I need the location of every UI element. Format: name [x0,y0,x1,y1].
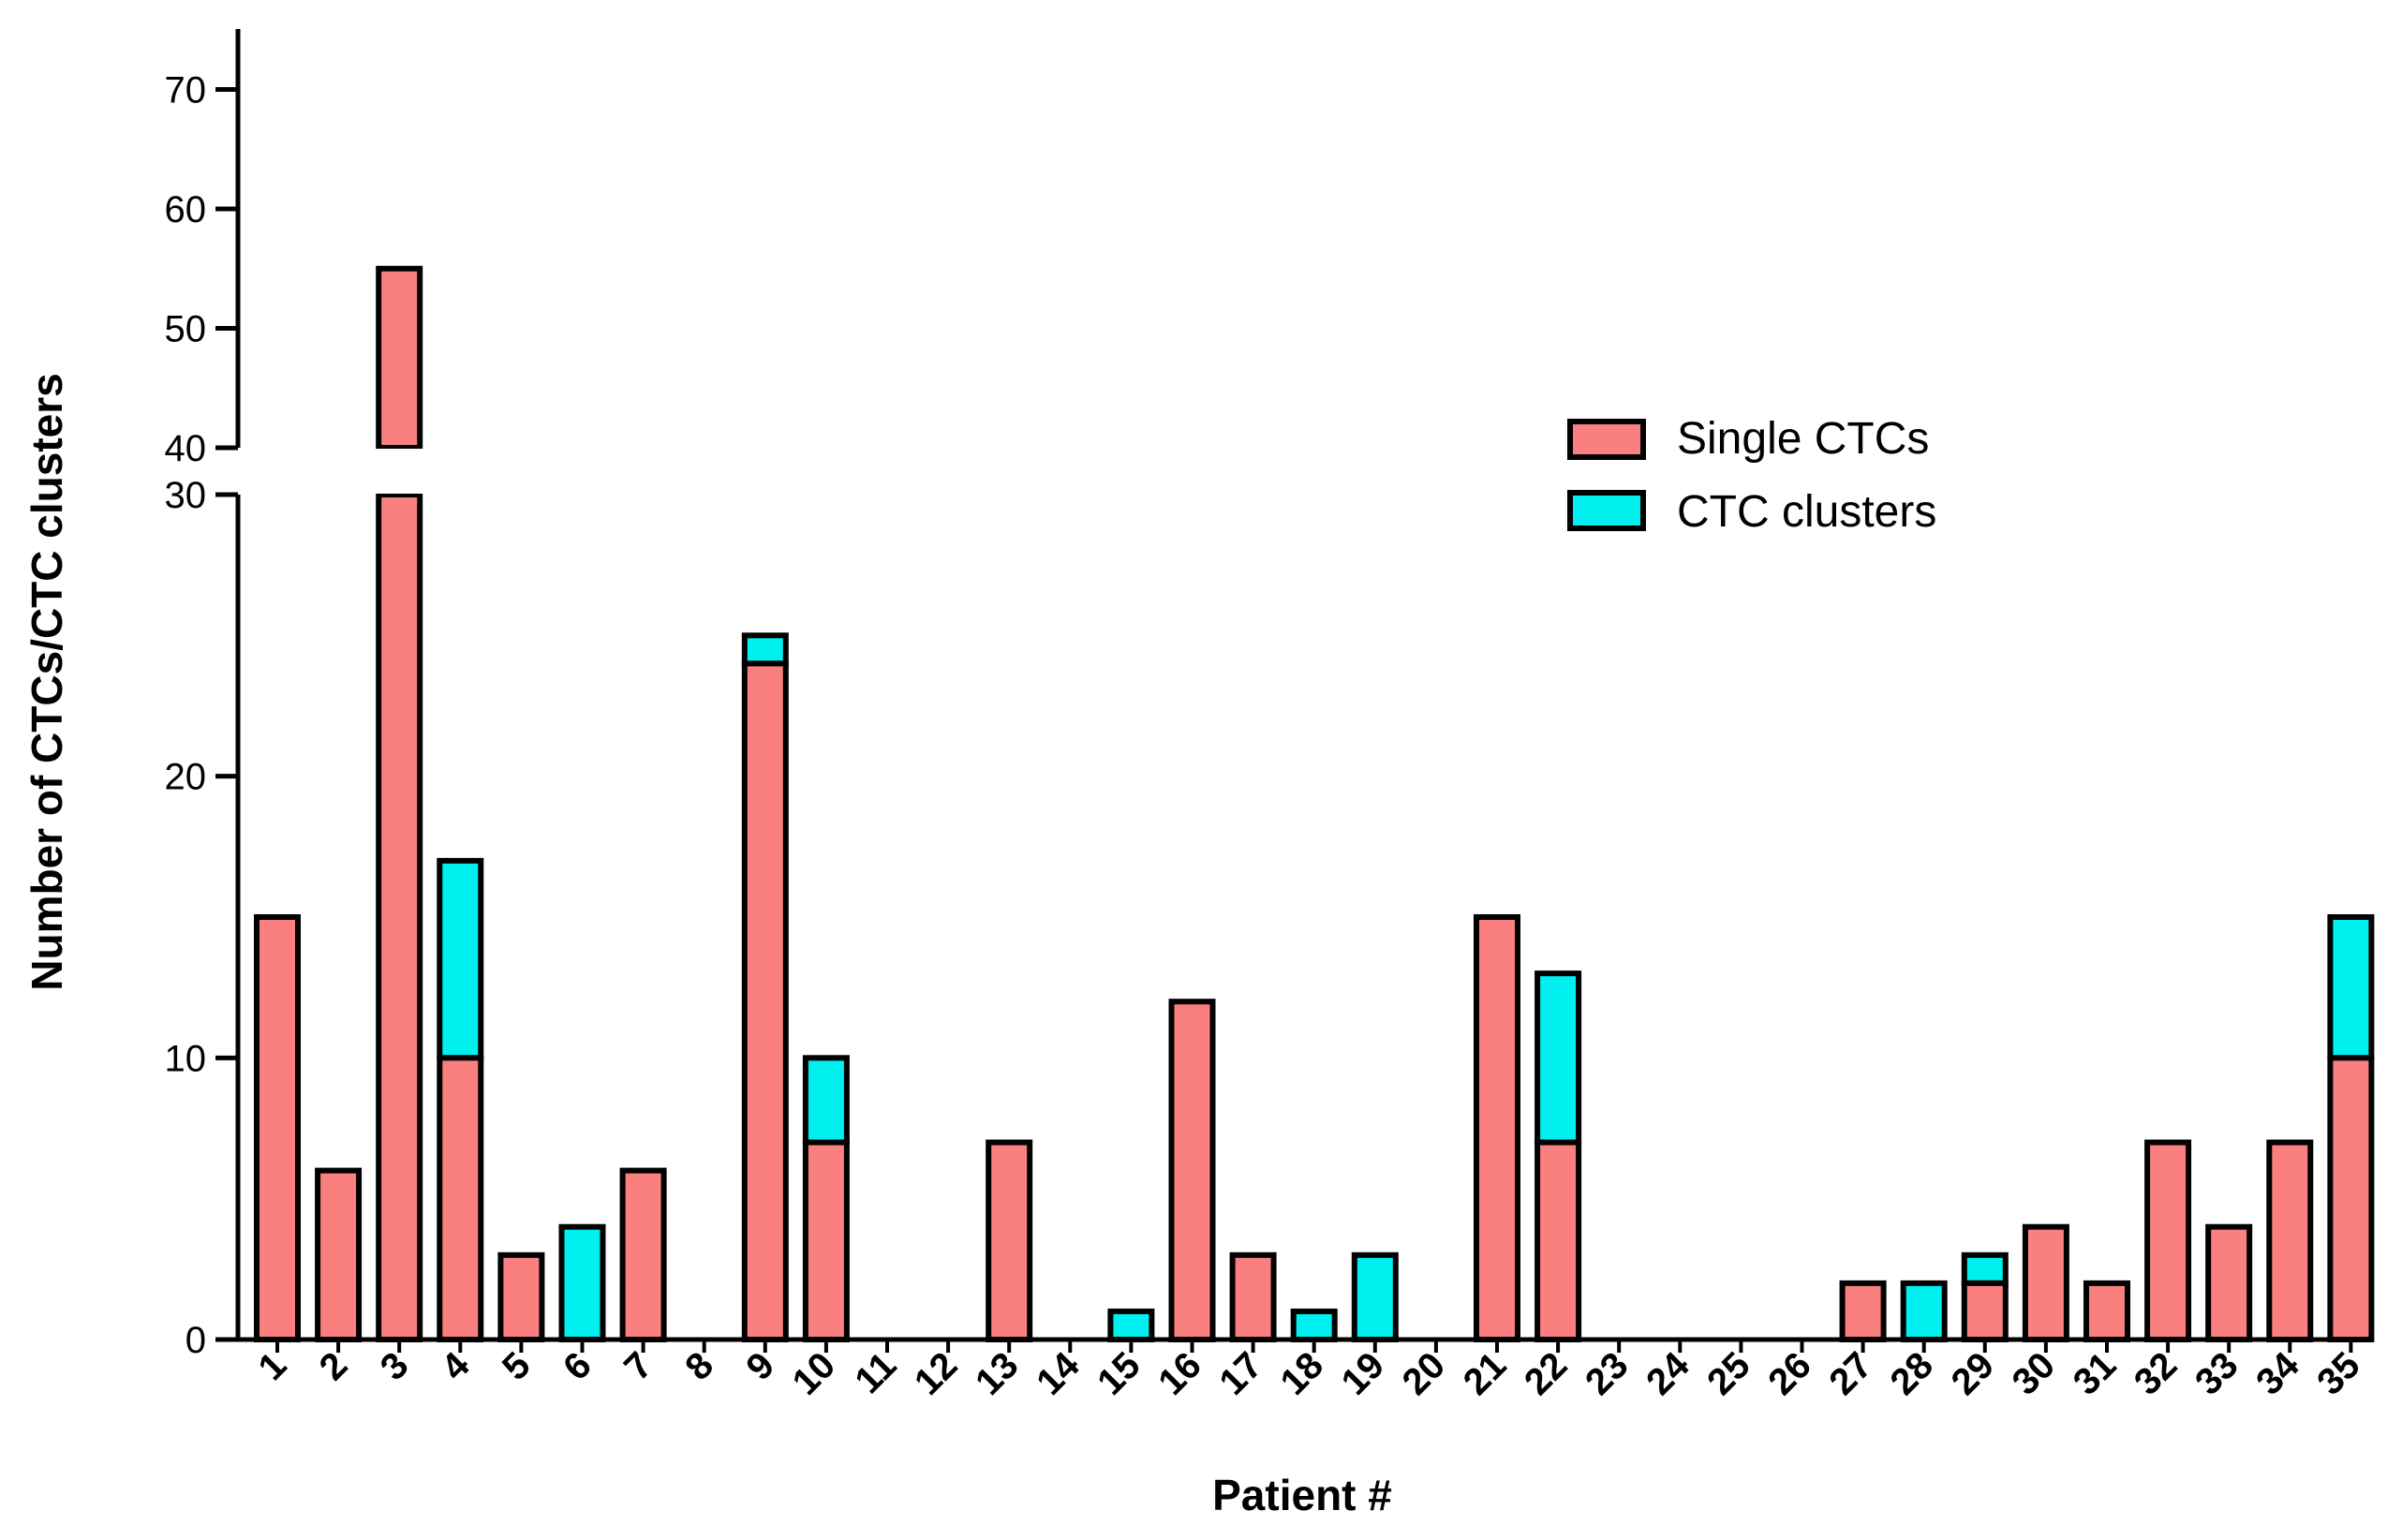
x-tick-label: 35 [2309,1344,2368,1403]
x-tick-label: 16 [1150,1344,1209,1403]
bar-single-patient-22 [1534,1139,1582,1342]
bar-single-patient-17 [1229,1251,1277,1343]
axes-layer [235,29,2370,1342]
bar-clusters-patient-15 [1107,1308,1155,1343]
y-tick-label: 70 [165,70,207,111]
legend-swatch-ctc-clusters [1567,490,1646,531]
x-tick-label: 10 [785,1344,844,1403]
x-tick-label: 13 [968,1344,1027,1403]
x-axis-title: Patient # [1212,1471,1392,1519]
x-tick-label: 1 [251,1344,295,1388]
y-tick-label: 30 [165,475,207,516]
bar-clusters-patient-35 [2327,914,2375,1061]
bar-single-patient-10 [802,1139,850,1342]
bar-single-patient-9 [741,660,789,1342]
bars-layer [254,265,2375,1343]
x-tick-label: 23 [1578,1344,1637,1403]
x-tick-label: 20 [1395,1344,1454,1403]
bar-single-patient-34 [2266,1139,2314,1342]
x-tick-label: 33 [2187,1344,2246,1403]
x-tick-label: 28 [1882,1344,1941,1403]
y-tick-label: 10 [165,1038,207,1079]
bar-single-patient-7 [619,1167,667,1342]
x-tick-label: 5 [495,1344,539,1388]
bar-single-patient-29 [1961,1280,2009,1343]
x-tick-label: 31 [2066,1344,2125,1403]
bar-single-patient-3-lower [376,492,423,1342]
bar-clusters-patient-19 [1351,1251,1399,1343]
x-tick-label: 9 [738,1344,782,1388]
bar-clusters-patient-4 [437,857,484,1061]
legend-swatch-single-ctcs [1567,419,1646,460]
bar-single-patient-3-upper [376,265,423,451]
x-tick-label: 3 [373,1344,417,1388]
x-tick-label: 18 [1272,1344,1331,1403]
bar-single-patient-16 [1168,999,1216,1342]
ticks-layer: 1 2 3 4 5 6 7 8 9 10 11 12 13 14 15 16 17 18 19 20 21 22 23 24 2… [165,70,2368,1403]
x-tick-label: 17 [1211,1344,1270,1403]
x-tick-label: 34 [2248,1344,2307,1403]
bar-single-patient-32 [2144,1139,2192,1342]
x-tick-label: 7 [616,1344,660,1388]
bar-single-patient-2 [315,1167,363,1342]
x-tick-label: 29 [1944,1344,2003,1403]
y-tick-label: 50 [165,309,207,350]
bar-single-patient-31 [2083,1280,2130,1343]
bar-clusters-patient-22 [1534,970,1582,1146]
x-tick-label: 25 [1699,1344,1758,1403]
bar-single-patient-35 [2327,1055,2375,1343]
x-tick-label: 6 [556,1344,600,1388]
x-tick-label: 8 [677,1344,721,1388]
bar-clusters-patient-6 [558,1223,606,1342]
x-tick-label: 2 [312,1344,356,1388]
bar-clusters-patient-28 [1900,1280,1948,1343]
x-tick-label: 32 [2127,1344,2186,1403]
bar-single-patient-1 [254,914,301,1342]
bar-clusters-patient-29 [1961,1251,2009,1286]
bar-single-patient-13 [986,1139,1033,1342]
x-tick-label: 12 [907,1344,966,1403]
y-axis-title: Number of CTCs/CTC clusters [22,373,71,990]
bar-clusters-patient-9 [741,632,789,667]
bar-single-patient-21 [1474,914,1520,1342]
y-tick-label: 0 [185,1320,206,1361]
x-tick-label: 24 [1638,1344,1698,1403]
x-tick-label: 14 [1029,1344,1088,1403]
legend: Single CTCs CTC clusters [1567,414,1936,537]
bar-single-patient-5 [497,1251,545,1343]
bar-clusters-patient-10 [802,1055,850,1146]
x-tick-label: 21 [1456,1344,1515,1403]
x-tick-label: 4 [434,1344,478,1388]
x-tick-label: 27 [1821,1344,1880,1403]
y-tick-label: 40 [165,428,207,469]
bar-single-patient-33 [2205,1223,2253,1342]
bar-single-patient-4 [437,1055,484,1343]
axis-break-gap-patient-3 [373,449,426,494]
y-tick-label: 60 [165,189,207,230]
bar-single-patient-30 [2022,1223,2069,1342]
x-tick-label: 15 [1090,1344,1149,1403]
x-tick-label: 19 [1334,1344,1393,1403]
legend-label-ctc-clusters: CTC clusters [1677,487,1936,537]
x-tick-label: 30 [2005,1344,2064,1403]
bar-clusters-patient-18 [1290,1308,1338,1343]
legend-label-single-ctcs: Single CTCs [1677,414,1929,464]
bar-single-patient-27 [1839,1280,1887,1343]
x-tick-label: 22 [1517,1344,1576,1403]
x-tick-label: 11 [847,1344,904,1401]
y-tick-label: 20 [165,757,207,798]
x-tick-label: 26 [1760,1344,1819,1403]
